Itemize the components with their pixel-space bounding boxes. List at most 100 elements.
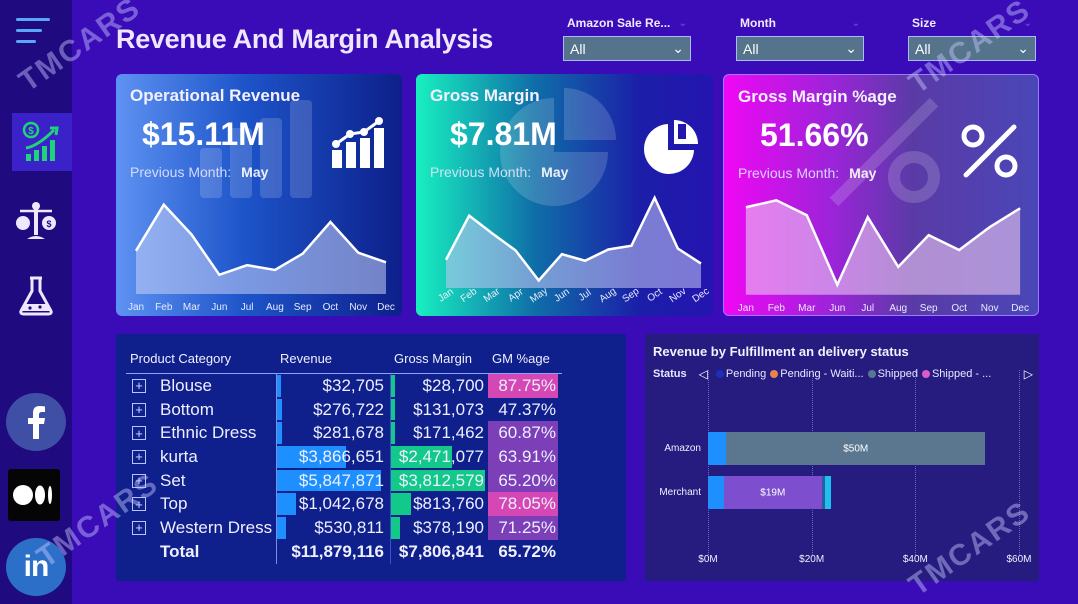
expand-plus-icon[interactable]: +: [132, 520, 146, 535]
category-name: kurta: [160, 446, 198, 466]
medium-link[interactable]: [8, 469, 60, 521]
kpi-prev-value: May: [241, 164, 269, 180]
margin-data-bar: [391, 398, 395, 421]
sparkline-area: [745, 200, 1021, 295]
lab-flask-icon: [19, 276, 53, 316]
expand-plus-icon[interactable]: +: [132, 497, 146, 512]
legend-label: Pending: [725, 368, 767, 380]
legend-item[interactable]: Pending: [715, 368, 767, 380]
kpi-title: Gross Margin: [430, 86, 540, 105]
filter-dropdown[interactable]: All ⌄: [736, 36, 864, 61]
bar-data-label: $19M: [760, 487, 786, 498]
category-name: Western Dress: [160, 517, 273, 537]
matrix-row[interactable]: + Top $1,042,678 $813,760 78.05%: [126, 492, 562, 517]
total-margin: $7,806,841: [390, 539, 488, 564]
bar-segment[interactable]: [824, 476, 831, 509]
month-label: Jul: [240, 302, 254, 313]
facebook-link[interactable]: [6, 393, 66, 451]
chevron-down-icon: ⌄: [845, 40, 857, 56]
month-label: Dec: [1011, 303, 1030, 314]
margin-data-bar: [391, 493, 412, 516]
margin-value: $28,700: [422, 375, 484, 395]
month-label: Mar: [182, 302, 201, 313]
legend-label: Shipped - ...: [931, 368, 992, 380]
legend-item[interactable]: Pending - Waiti...: [770, 368, 864, 380]
margin-data-bar: [391, 517, 401, 539]
header-gm-pct[interactable]: GM %age: [492, 351, 550, 366]
pie-chart-icon: [644, 120, 698, 174]
header-revenue[interactable]: Revenue: [280, 351, 333, 366]
expand-plus-icon[interactable]: +: [132, 378, 146, 393]
expand-plus-icon[interactable]: +: [132, 473, 146, 488]
category-name: Blouse: [160, 375, 212, 395]
revenue-cell: $276,722: [276, 397, 390, 422]
nav-lab-flask[interactable]: [10, 266, 62, 324]
category-cell: + Bottom: [126, 400, 276, 420]
revenue-cell: $3,866,651: [276, 445, 390, 469]
chevron-down-icon[interactable]: ⌄: [851, 17, 860, 29]
gross-margin-sparkline: [444, 194, 702, 288]
matrix-row[interactable]: + Bottom $276,722 $131,073 47.37%: [126, 397, 562, 422]
matrix-row[interactable]: + kurta $3,866,651 $2,471,077 63.91%: [126, 445, 562, 469]
revenue-value: $5,847,871: [298, 470, 384, 490]
svg-text:$: $: [46, 219, 51, 229]
legend-item[interactable]: Shipped: [867, 368, 918, 380]
legend-item[interactable]: Shipped - ...: [921, 368, 992, 380]
legend-dot: [770, 370, 779, 378]
matrix-row[interactable]: + Set $5,847,871 $3,812,579 65.20%: [126, 468, 562, 493]
bar-segment[interactable]: [822, 476, 825, 509]
gm-pct-sparkline: [745, 199, 1021, 295]
fulfillment-status-chart: Revenue by Fulfillment an delivery statu…: [645, 334, 1039, 581]
expand-plus-icon[interactable]: +: [132, 449, 146, 464]
revenue-cell: $32,705: [276, 374, 390, 398]
bar-data-label: $50M: [843, 443, 869, 454]
revenue-cell: $1,042,678: [276, 492, 390, 517]
month-label: Aug: [265, 302, 284, 313]
header-product-category[interactable]: Product Category: [130, 351, 232, 366]
nav-revenue-growth[interactable]: $: [12, 113, 72, 171]
filter-value: All: [743, 40, 759, 57]
month-label: Aug: [889, 303, 908, 314]
revenue-data-bar: [277, 469, 381, 492]
bar-segment[interactable]: [708, 432, 727, 465]
hamburger-menu-icon[interactable]: [16, 16, 52, 46]
nav-balance-scale[interactable]: $: [10, 192, 62, 250]
matrix-row[interactable]: + Blouse $32,705 $28,700 87.75%: [126, 374, 562, 398]
bar-segment[interactable]: [708, 476, 724, 509]
expand-plus-icon[interactable]: +: [132, 402, 146, 417]
legend-dot: [921, 370, 930, 378]
chevron-down-icon[interactable]: ⌄: [678, 17, 687, 29]
filter-month: Month ⌄ All ⌄: [736, 14, 864, 61]
margin-value: $3,812,579: [398, 470, 484, 490]
matrix-row[interactable]: + Ethnic Dress $281,678 $171,462 60.87%: [126, 421, 562, 446]
bar-segment[interactable]: [723, 476, 823, 509]
category-cell: + Blouse: [126, 376, 276, 396]
legend-dot: [715, 370, 724, 378]
gm-pct-value: 60.87%: [498, 423, 556, 443]
header-gross-margin[interactable]: Gross Margin: [394, 351, 473, 366]
legend-next-arrow-icon[interactable]: ▷: [1023, 367, 1033, 381]
gm-pct-value: 78.05%: [498, 494, 556, 514]
category-name: Ethnic Dress: [160, 423, 257, 443]
gm-pct-cell: 78.05%: [488, 492, 558, 517]
margin-value: $2,471,077: [398, 446, 484, 466]
bar-segment[interactable]: [726, 432, 986, 465]
month-label: Oct: [951, 303, 967, 314]
matrix-row[interactable]: + Western Dress $530,811 $378,190 71.25%: [126, 516, 562, 540]
kpi-title: Operational Revenue: [130, 86, 301, 105]
revenue-data-bar: [277, 446, 346, 468]
expand-plus-icon[interactable]: +: [132, 426, 146, 441]
margin-cell: $378,190: [390, 516, 488, 540]
filter-dropdown[interactable]: All ⌄: [563, 36, 691, 61]
kpi-prev-label: Previous Month:: [738, 165, 840, 181]
kpi-previous-month: Previous Month: May: [430, 164, 568, 180]
chevron-down-icon[interactable]: ⌄: [1023, 17, 1032, 29]
legend-prev-arrow-icon[interactable]: ◁: [698, 367, 708, 381]
month-label: Feb: [155, 302, 173, 313]
margin-data-bar: [391, 446, 452, 468]
filter-dropdown[interactable]: All ⌄: [908, 36, 1036, 61]
month-label: Mar: [798, 303, 816, 314]
linkedin-link[interactable]: in: [6, 538, 66, 596]
matrix-body: + Blouse $32,705 $28,700 87.75% + Bottom $276,7…: [126, 374, 562, 540]
revenue-cell: $530,811: [276, 516, 390, 540]
